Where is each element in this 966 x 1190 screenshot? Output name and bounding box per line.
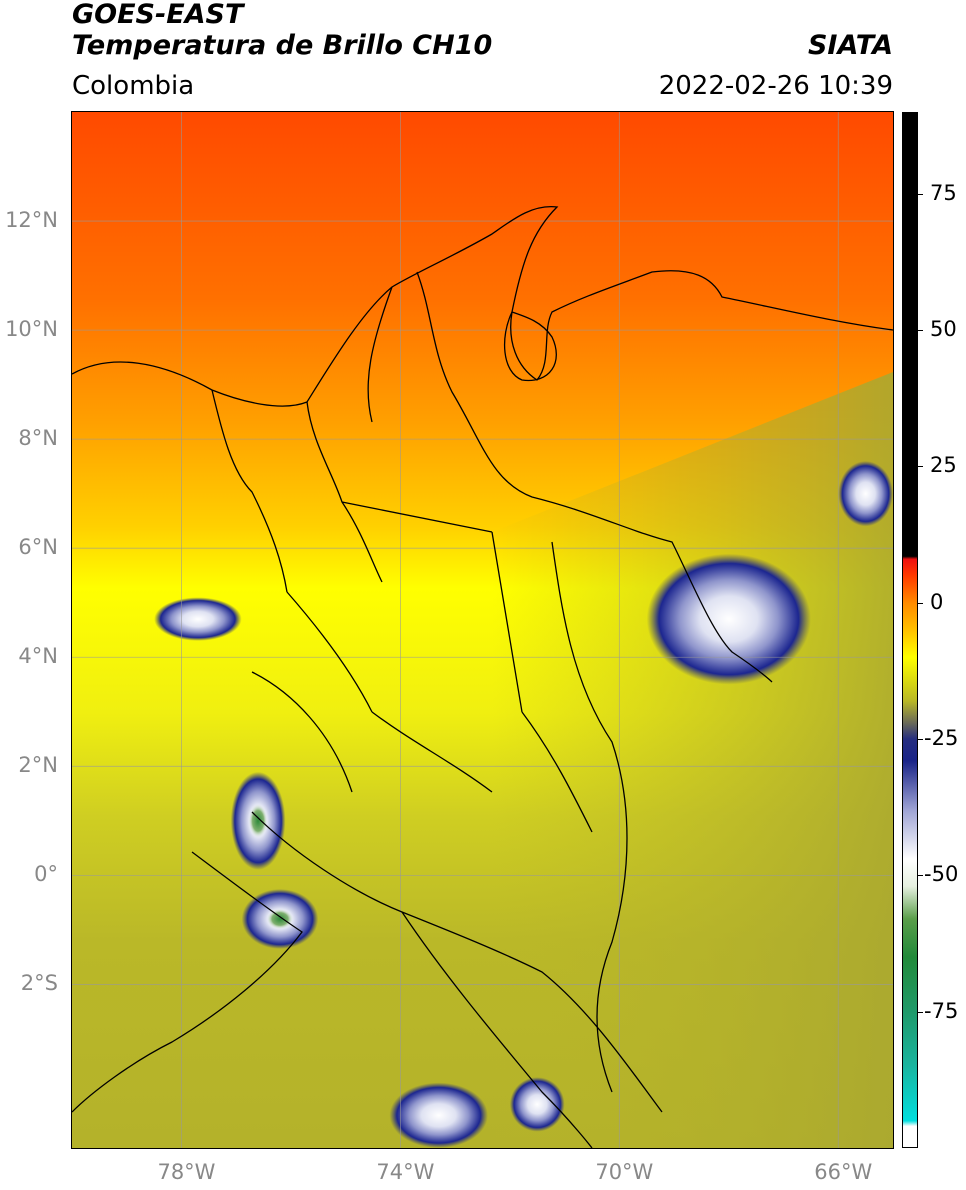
- cloud-cells: [154, 460, 893, 1148]
- title-satellite: GOES-EAST: [72, 0, 244, 30]
- border-colombia-brazil: [551, 541, 628, 1093]
- colorbar: [902, 112, 918, 1148]
- border-peru-brazil: [401, 911, 593, 1148]
- lon-tick-label-2: 70°W: [595, 1160, 654, 1184]
- cloud-cell-0: [646, 553, 811, 685]
- lat-tick-label-2: 8°N: [18, 426, 58, 451]
- colorbar-tick-label-6: -75: [924, 998, 959, 1023]
- colorbar-fill: [902, 112, 918, 1148]
- border-colombia-south: [251, 811, 663, 1113]
- coastline-maracaibo: [503, 311, 557, 382]
- lon-tick-label-1: 74°W: [376, 1160, 435, 1184]
- lon-tick-label-0: 78°W: [157, 1160, 216, 1184]
- lat-tick-label-0: 12°N: [5, 208, 58, 233]
- brightness-temperature-map: [72, 112, 893, 1148]
- border-colombia-venezuela: [416, 271, 773, 683]
- internal-dept-1: [211, 286, 593, 833]
- colorbar-tick-label-0: 75: [930, 180, 957, 205]
- eastern-olive-region: [492, 372, 893, 1148]
- colorbar-tick-label-1: 50: [930, 317, 957, 342]
- cloud-cell-3: [154, 597, 242, 641]
- cold-core-1: [248, 803, 268, 839]
- colorbar-tick-label-2: 25: [930, 453, 957, 478]
- colorbar-tick-mark-2: [918, 466, 923, 468]
- lat-tick-label-4: 4°N: [18, 644, 58, 669]
- borders: [72, 206, 893, 1148]
- cloud-cell-4: [389, 1082, 488, 1148]
- border-ecuador-peru: [72, 851, 303, 1113]
- colorbar-frame: [902, 112, 918, 1148]
- colorbar-tick-label-3: 0: [930, 589, 944, 614]
- colorbar-tick-mark-6: [918, 1011, 923, 1013]
- title-product: Temperatura de Brillo CH10: [72, 30, 493, 61]
- colorbar-tick-mark-5: [918, 875, 923, 877]
- colorbar-tick-mark-1: [918, 330, 923, 332]
- cloud-cell-5: [838, 460, 893, 527]
- colorbar-tick-mark-3: [918, 602, 923, 604]
- region-label: Colombia: [72, 71, 195, 101]
- cold-core-2: [266, 908, 294, 930]
- lat-tick-label-1: 10°N: [5, 317, 58, 342]
- coastline-caribbean: [72, 206, 893, 407]
- timestamp-label: 2022-02-26 10:39: [658, 71, 893, 101]
- lat-tick-label-7: 2°S: [20, 971, 58, 996]
- lat-tick-label-5: 2°N: [18, 753, 58, 778]
- brand-label: SIATA: [807, 30, 893, 61]
- cloud-cell-6: [509, 1077, 565, 1132]
- lat-tick-label-6: 0°: [34, 862, 58, 887]
- lat-tick-label-3: 6°N: [18, 535, 58, 560]
- colorbar-tick-label-5: -50: [924, 862, 959, 887]
- colorbar-tick-mark-0: [918, 193, 923, 195]
- lon-tick-label-3: 66°W: [814, 1160, 873, 1184]
- colorbar-tick-mark-4: [918, 739, 923, 741]
- colorbar-tick-label-4: -25: [924, 726, 959, 751]
- map-frame: [71, 111, 894, 1149]
